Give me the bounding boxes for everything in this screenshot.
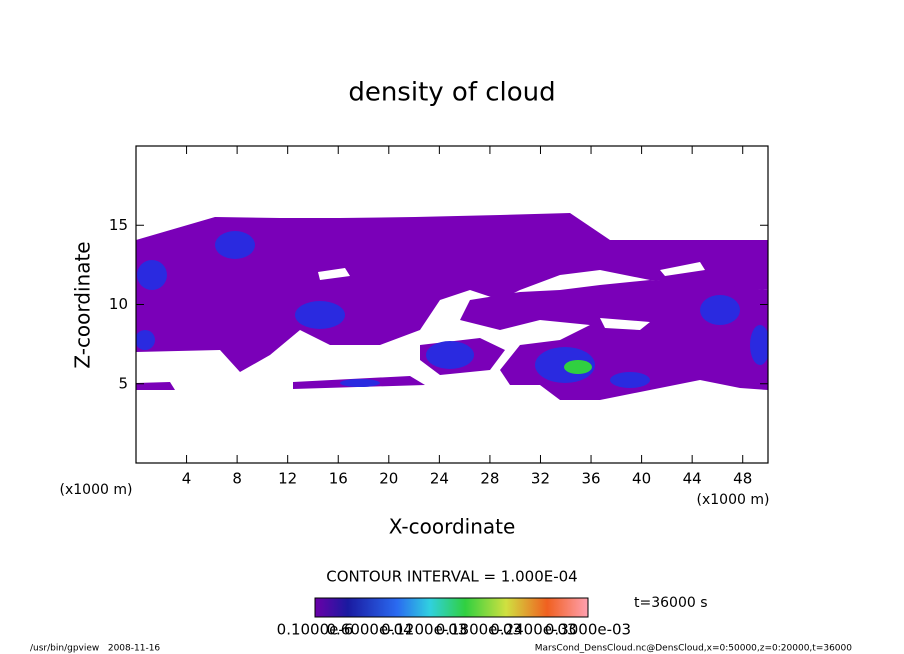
- contour-field: [136, 213, 768, 400]
- x-tick-label: 8: [232, 470, 242, 488]
- y-axis-label: Z-coordinate: [71, 241, 95, 368]
- dense-region: [340, 379, 380, 387]
- colorbar-label: 0.3000e-03: [545, 621, 631, 639]
- x-tick-label: 32: [531, 470, 550, 488]
- dense-region: [426, 341, 474, 369]
- x-axis-label: X-coordinate: [389, 515, 516, 539]
- x-unit-label: (x1000 m): [697, 492, 770, 508]
- x-tick-label: 12: [278, 470, 297, 488]
- x-tick-label: 24: [430, 470, 449, 488]
- footer-left: /usr/bin/gpview 2008-11-16: [30, 644, 160, 654]
- contour-interval: CONTOUR INTERVAL = 1.000E-04: [326, 568, 577, 586]
- time-label: t=36000 s: [634, 595, 708, 611]
- x-tick-label: 36: [581, 470, 600, 488]
- gap: [318, 262, 705, 330]
- dense-region: [137, 260, 167, 290]
- dense-region: [610, 372, 650, 388]
- colorbar-label: 0.2400e-03: [490, 621, 576, 639]
- y-tick-label: 15: [109, 216, 128, 234]
- x-tick-label: 48: [733, 470, 752, 488]
- y-tick-label: 10: [109, 295, 128, 313]
- dense-region: [215, 231, 255, 259]
- dense-region: [136, 330, 155, 350]
- dense-region: [750, 325, 768, 365]
- chart-title: density of cloud: [348, 78, 555, 108]
- cloud-region: [136, 382, 175, 390]
- x-tick-label: 4: [182, 470, 192, 488]
- dense-region: [700, 295, 740, 325]
- x-tick-label: 44: [683, 470, 702, 488]
- x-tick-label: 16: [329, 470, 348, 488]
- peak-region: [564, 360, 592, 374]
- x-tick-label: 20: [379, 470, 398, 488]
- footer-right: MarsCond_DensCloud.nc@DensCloud,x=0:5000…: [535, 644, 852, 654]
- colorbar-label: 0.1200e-03: [381, 621, 467, 639]
- colorbar-label: 0.6000e-04: [326, 621, 412, 639]
- x-tick-label: 28: [480, 470, 499, 488]
- y-unit-label: (x1000 m): [60, 482, 133, 498]
- dense-region: [295, 301, 345, 329]
- cloud-region: [136, 213, 768, 372]
- colorbar-label: 0.1000e-6: [277, 621, 354, 639]
- colorbar: [314, 597, 589, 618]
- x-tick-label: 40: [632, 470, 651, 488]
- y-tick-label: 5: [118, 374, 128, 392]
- colorbar-labels: 0.1000e-60.6000e-040.1200e-030.1800e-030…: [277, 621, 631, 639]
- colorbar-label: 0.1800e-03: [436, 621, 522, 639]
